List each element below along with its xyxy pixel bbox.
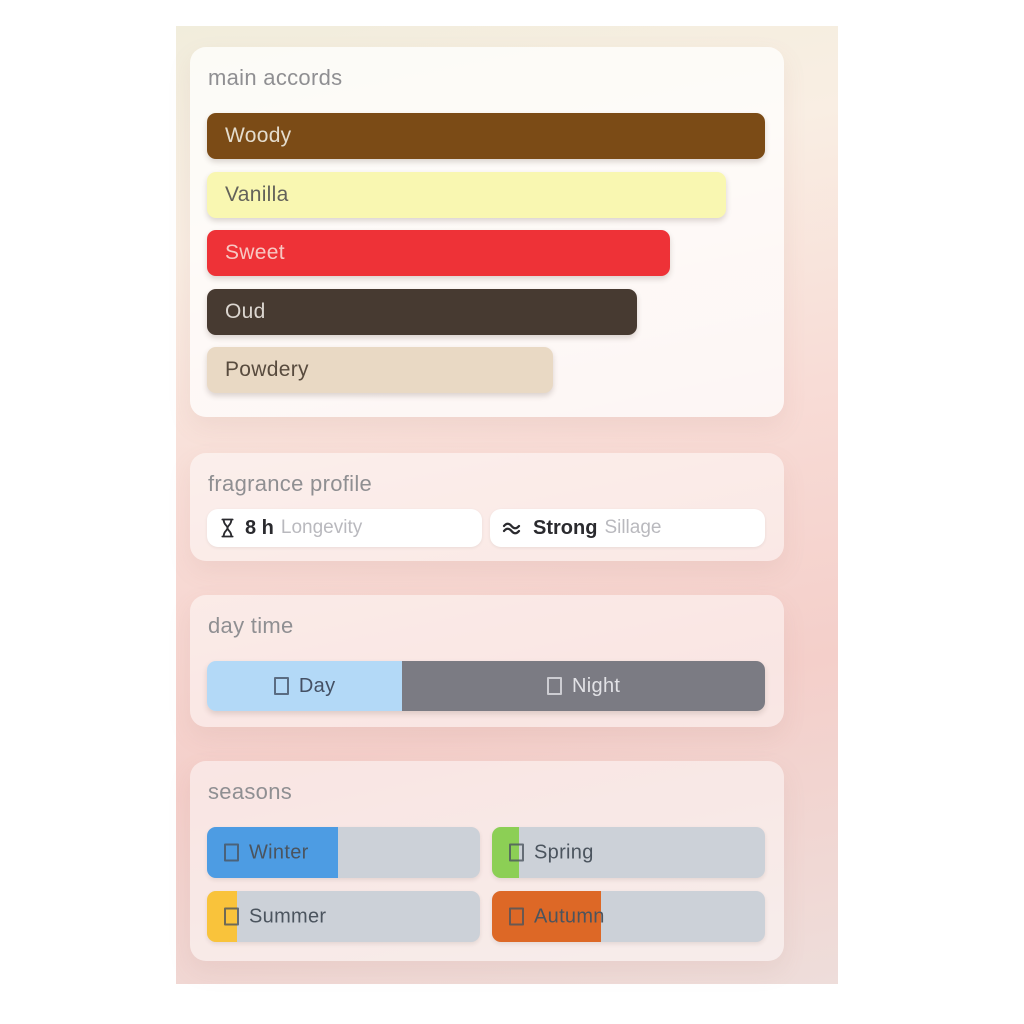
day-label: Day <box>298 674 336 697</box>
season-label: Autumn <box>509 905 605 928</box>
fragrance-profile-title: fragrance profile <box>208 471 373 496</box>
accord-label: Woody <box>225 124 292 147</box>
season-label: Winter <box>224 841 309 864</box>
waves-icon <box>502 522 521 535</box>
hourglass-icon <box>221 518 234 538</box>
season-label: Spring <box>509 841 594 864</box>
accord-bar-oud[interactable]: Oud <box>207 288 637 335</box>
accord-label: Powdery <box>225 358 309 381</box>
day-time-title: day time <box>208 613 294 638</box>
sillage-pill[interactable]: Strong Sillage <box>490 509 765 547</box>
spring-label: Spring <box>534 841 594 863</box>
night-label: Night <box>572 674 621 697</box>
summer-label: Summer <box>249 905 327 927</box>
main-accords-title: main accords <box>208 65 343 90</box>
season-fill-spring <box>492 827 520 878</box>
longevity-pill[interactable]: 8 h Longevity <box>207 509 482 547</box>
day-time-card: day time Day Night <box>190 595 784 727</box>
day-night-bar: Day Night <box>207 661 765 711</box>
main-accords-card: main accords Woody Vanilla Sweet Oud Pow… <box>190 47 784 417</box>
night-segment[interactable]: Night <box>402 661 765 711</box>
seasons-title: seasons <box>208 779 293 804</box>
season-fill-summer <box>207 891 238 942</box>
accord-bar-powdery[interactable]: Powdery <box>207 347 553 393</box>
season-bar-summer[interactable]: Summer <box>207 891 480 942</box>
accords-list: Woody Vanilla Sweet Oud Powdery <box>207 113 765 393</box>
accord-bar-woody[interactable]: Woody <box>207 113 765 159</box>
longevity-label: Longevity <box>280 517 363 538</box>
accord-label: Sweet <box>225 241 285 264</box>
season-bar-winter[interactable]: Winter <box>207 827 480 878</box>
placeholder-box-icon <box>509 907 524 926</box>
accord-bar-sweet[interactable]: Sweet <box>207 230 671 276</box>
fragrance-profile-card: fragrance profile 8 h Longevity Strong S… <box>190 453 784 561</box>
sillage-label: Sillage <box>604 517 662 538</box>
longevity-value: 8 h <box>245 516 274 539</box>
season-fill-winter <box>207 827 339 878</box>
day-segment[interactable]: Day <box>207 661 403 711</box>
seasons-card: seasons Winter Spring Sum <box>190 761 784 961</box>
accord-bar-vanilla[interactable]: Vanilla <box>207 171 726 218</box>
placeholder-box-icon <box>509 843 524 862</box>
sillage-value: Strong <box>533 516 598 539</box>
placeholder-box-icon <box>224 907 239 926</box>
placeholder-box-icon <box>224 843 239 862</box>
season-label: Summer <box>224 905 326 928</box>
placeholder-box-icon <box>547 677 563 695</box>
winter-label: Winter <box>249 841 309 863</box>
season-bar-spring[interactable]: Spring <box>492 827 765 878</box>
accord-label: Vanilla <box>225 182 289 206</box>
placeholder-box-icon <box>273 677 289 695</box>
accord-label: Oud <box>225 299 266 323</box>
seasons-grid: Winter Spring Summer <box>207 827 765 942</box>
autumn-label: Autumn <box>534 905 605 927</box>
fragrance-detail-panel: main accords Woody Vanilla Sweet Oud Pow… <box>176 26 838 984</box>
season-bar-autumn[interactable]: Autumn <box>492 891 765 942</box>
